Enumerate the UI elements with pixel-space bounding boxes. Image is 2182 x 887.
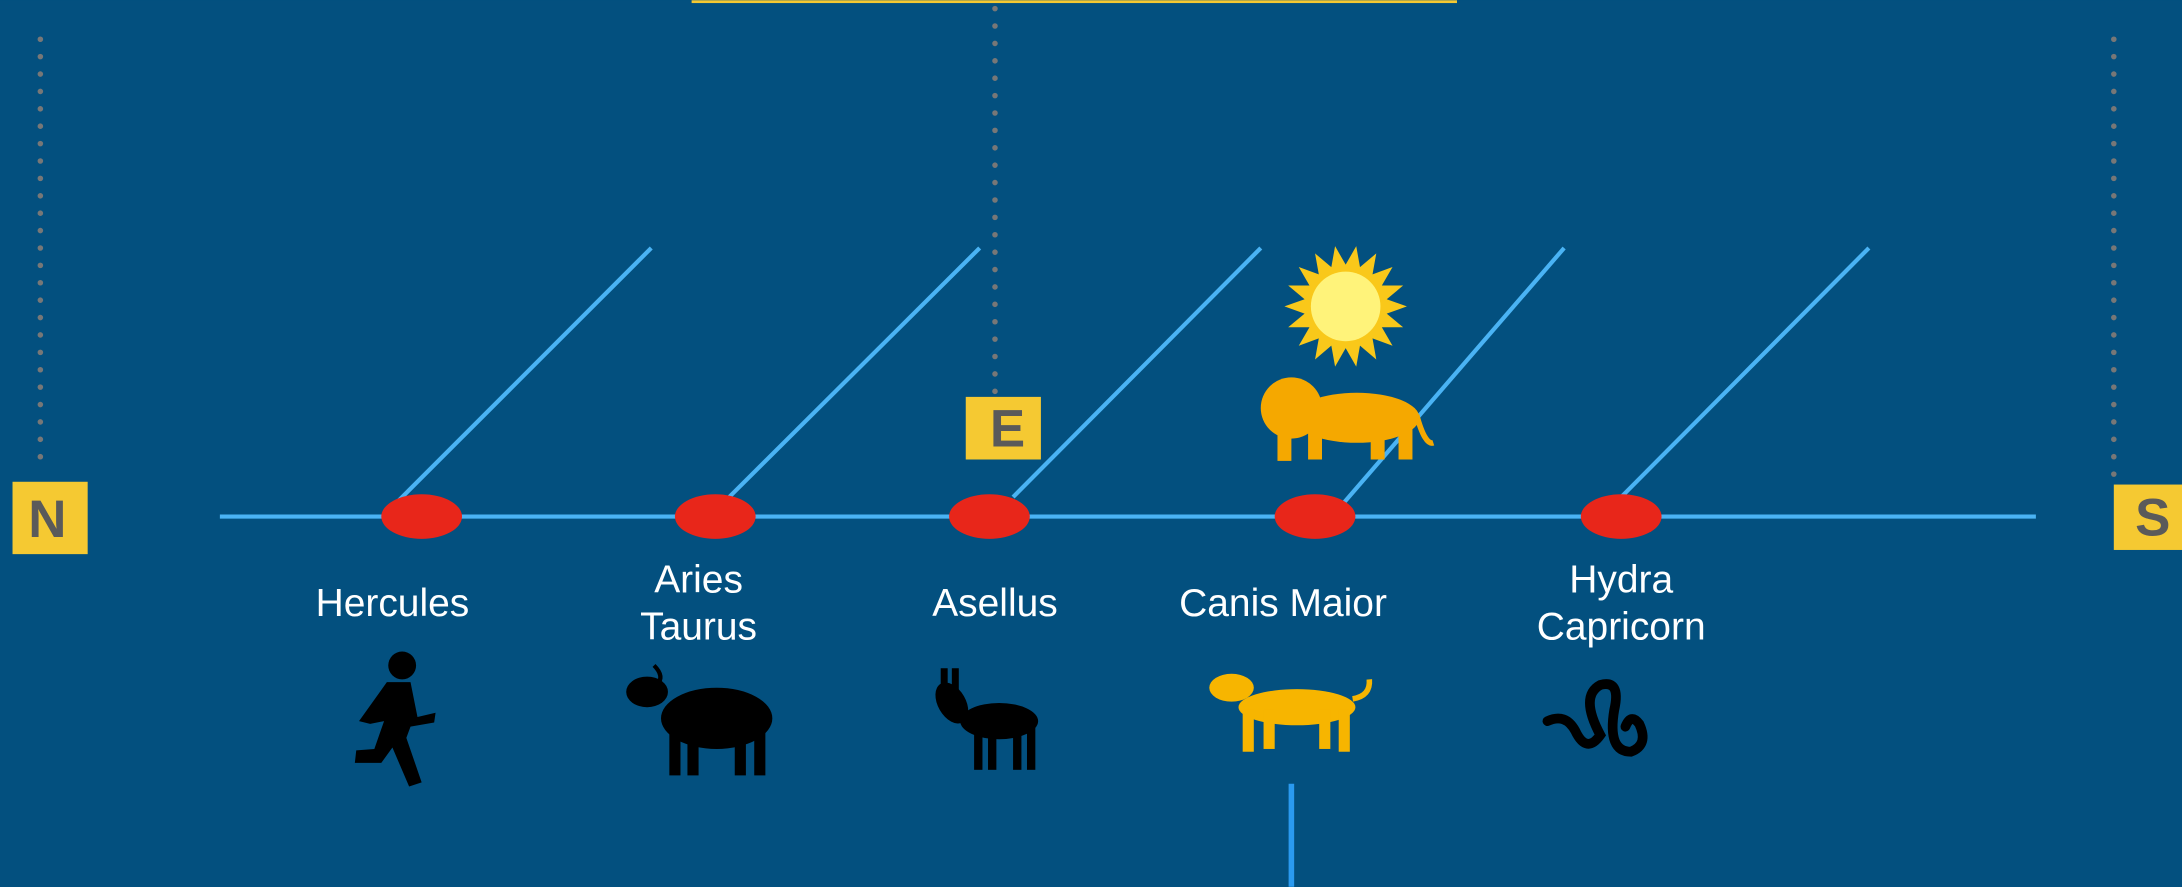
node-label: Canis Maior [1179,582,1387,625]
node-label: Hydra [1569,558,1673,601]
diagram: Hercules Aries Taurus Asellus Canis Maior Hyd… [0,0,2182,887]
node [1581,494,1662,539]
node-label: Asellus [932,582,1058,625]
node-label: Taurus [640,606,757,649]
top-bar [692,0,1457,3]
node-label: Hercules [316,582,470,625]
background [0,0,2182,886]
node-label: Capricorn [1537,606,1706,649]
node [1275,494,1356,539]
north-marker: N [28,490,66,549]
node [949,494,1030,539]
node [381,494,462,539]
south-marker: S [2135,488,2170,547]
node-label: Aries [654,558,743,601]
east-marker: E [990,399,1025,458]
node [675,494,756,539]
